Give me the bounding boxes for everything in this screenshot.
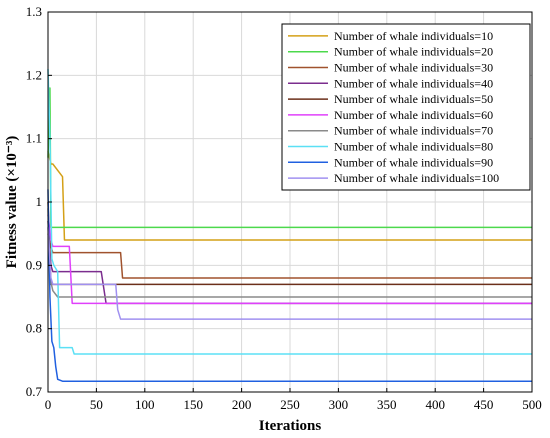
legend: Number of whale individuals=10 Number of … bbox=[281, 23, 531, 191]
x-tick-label: 0 bbox=[45, 397, 52, 412]
series-lines bbox=[47, 68, 532, 382]
x-tick-label: 500 bbox=[522, 397, 542, 412]
series-line-8 bbox=[47, 68, 532, 355]
x-tick-label: 200 bbox=[232, 397, 252, 412]
x-tick-label: 300 bbox=[329, 397, 349, 412]
y-tick-label: 1.2 bbox=[26, 67, 42, 82]
y-axis-label: Fitness value (×10⁻³) bbox=[4, 136, 20, 269]
y-tick-label: 1.1 bbox=[26, 131, 42, 146]
x-tick-label: 150 bbox=[183, 397, 203, 412]
x-axis-label: Iterations bbox=[259, 418, 322, 434]
y-tick-label: 0.8 bbox=[26, 321, 42, 336]
y-tick-label: 0.7 bbox=[26, 384, 43, 399]
legend-entry-label: Number of whale individuals=20 bbox=[334, 45, 493, 59]
y-tick-label: 0.9 bbox=[26, 257, 42, 272]
x-tick-label: 50 bbox=[90, 397, 103, 412]
x-tick-label: 400 bbox=[425, 397, 445, 412]
series-line-9 bbox=[47, 189, 532, 382]
x-tick-label: 100 bbox=[135, 397, 155, 412]
y-tick-label: 1 bbox=[36, 194, 43, 209]
axis-ticks: 0 50 100 150 200 250 300 350 400 450 500 0.7 0.8 0.9 1… bbox=[26, 4, 542, 412]
legend-entry-label: Number of whale individuals=50 bbox=[334, 92, 493, 106]
x-tick-label: 350 bbox=[377, 397, 397, 412]
legend-entry-label: Number of whale individuals=10 bbox=[334, 29, 493, 43]
legend-entry-label: Number of whale individuals=80 bbox=[334, 140, 493, 154]
legend-entry-label: Number of whale individuals=100 bbox=[334, 171, 499, 185]
series-line-3 bbox=[47, 233, 532, 279]
legend-entry-label: Number of whale individuals=60 bbox=[334, 108, 493, 122]
legend-entry-label: Number of whale individuals=90 bbox=[334, 155, 493, 169]
legend-entry-label: Number of whale individuals=40 bbox=[334, 76, 493, 90]
series-line-10 bbox=[47, 227, 532, 320]
legend-entry-label: Number of whale individuals=30 bbox=[334, 61, 493, 75]
series-line-6 bbox=[47, 214, 532, 305]
legend-entry-label: Number of whale individuals=70 bbox=[334, 124, 493, 138]
x-tick-label: 450 bbox=[474, 397, 494, 412]
y-tick-label: 1.3 bbox=[26, 4, 42, 19]
x-tick-label: 250 bbox=[280, 397, 300, 412]
